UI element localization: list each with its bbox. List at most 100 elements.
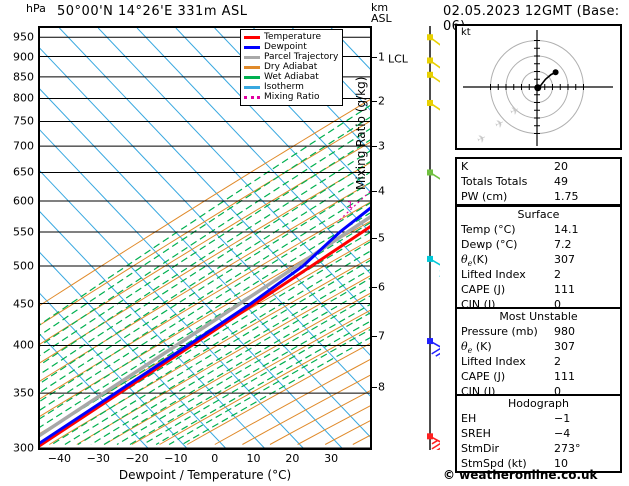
legend-label: Dry Adiabat — [264, 62, 318, 72]
table-row-value: 273° — [554, 442, 581, 455]
altitude-tickmark-2 — [372, 100, 377, 102]
pressure-tick-400: 400 — [13, 338, 34, 352]
altitude-tickmark-7 — [372, 336, 377, 338]
table-row-key: StmSpd (kt) — [461, 457, 527, 470]
table-row-value: 307 — [554, 253, 575, 266]
table-row: SREH −4 — [457, 426, 620, 441]
legend-label: Dewpoint — [264, 42, 307, 52]
pressure-tick-650: 650 — [13, 165, 34, 179]
altitude-tick-2: 2 — [378, 94, 385, 108]
wind-barb-2 — [427, 255, 455, 280]
table-row-value: 20 — [554, 160, 568, 173]
hodograph-plot: ✈ ✈ ✈ kt — [455, 24, 622, 150]
table-row-key: Lifted Index — [461, 355, 526, 368]
altitude-axis: 1 2 3 4 5 6 7 8 LCL — [372, 26, 408, 450]
table-row: θe (K) 307 — [457, 339, 620, 355]
table-row-value: −1 — [554, 412, 571, 425]
altitude-tick-8: 8 — [378, 380, 385, 394]
temperature-tick-0: 0 — [211, 452, 219, 465]
table-row-key: CAPE (J) — [461, 283, 506, 296]
pressure-tick-300: 300 — [13, 441, 34, 455]
wind-barb-1 — [427, 338, 455, 362]
table-row-value: 49 — [554, 175, 568, 188]
legend-swatch-icon — [244, 75, 260, 79]
table-row-key: Lifted Index — [461, 268, 526, 281]
altitude-tick-4: 4 — [378, 184, 385, 198]
altitude-tickmark-5 — [372, 238, 377, 240]
pressure-tick-900: 900 — [13, 50, 34, 64]
legend-swatch-icon — [244, 55, 260, 59]
table-row: Lifted Index 2 — [457, 267, 620, 282]
wind-barb-column — [404, 26, 455, 457]
station-location-label: 50°00'N 14°26'E 331m ASL — [57, 4, 248, 19]
pressure-axis: 300 350 400 450 500 550 600 650 700 750 800 850 900 9… — [0, 26, 36, 455]
skewt-plot: 1 — [38, 26, 372, 450]
altitude-tick-6: 6 — [378, 280, 385, 294]
copyright-label: © weatheronline.co.uk — [443, 468, 598, 482]
stability-indices-table: K 20 Totals Totals 49 PW (cm) 1.75 — [455, 157, 622, 206]
pressure-tick-800: 800 — [13, 91, 34, 105]
pressure-tick-950: 950 — [13, 30, 34, 44]
tbl-mu-title: Most Unstable — [499, 310, 578, 323]
table-row-key: Temp (°C) — [461, 223, 516, 236]
table-row-key: PW (cm) — [461, 190, 508, 203]
skewt-canvas: 1 — [40, 28, 370, 448]
table-row: Totals Totals 49 — [457, 174, 620, 189]
hodograph-stats-table: Hodograph EH −1 SREH −4 StmDir 273° StmSpd (kt)… — [455, 394, 622, 473]
pressure-tick-350: 350 — [13, 386, 34, 400]
legend-row-1: Dewpoint — [244, 42, 338, 52]
pressure-tick-850: 850 — [13, 70, 34, 84]
wind-barb-3 — [427, 169, 455, 195]
pressure-tick-700: 700 — [13, 139, 34, 153]
temperature-tick--40: −40 — [47, 452, 72, 465]
wind-barb-0 — [427, 433, 455, 457]
temperature-tick--20: −20 — [125, 452, 149, 465]
temperature-tick-20: 20 — [285, 452, 300, 465]
table-row-value: 10 — [554, 457, 568, 470]
table-row-value: 111 — [554, 283, 575, 296]
table-row-key: CAPE (J) — [461, 370, 506, 383]
altitude-tickmark-4 — [372, 191, 377, 193]
wind-barb-canvas — [427, 26, 455, 457]
table-row: CAPE (J) 111 — [457, 282, 620, 297]
table-row-value: 980 — [554, 325, 575, 338]
pressure-tick-450: 450 — [13, 297, 34, 311]
legend-label: Wet Adiabat — [264, 72, 319, 82]
altitude-tickmark-6 — [372, 286, 377, 288]
temperature-axis: −40 −30 −20 −10 0 10 20 30 — [38, 452, 372, 468]
table-row-value: −4 — [554, 427, 571, 440]
pressure-tick-550: 550 — [13, 225, 34, 239]
height-unit-line1: km — [371, 1, 389, 14]
table-row: StmDir 273° — [457, 441, 620, 456]
altitude-tickmark-1 — [372, 57, 377, 58]
tbl-hodo-title: Hodograph — [508, 397, 569, 410]
table-row: Temp (°C) 14.1 — [457, 222, 620, 237]
height-unit-line2: ASL — [371, 12, 392, 25]
table-row-key: Pressure (mb) — [461, 325, 538, 338]
hodograph-barb-glyph-2: ✈ — [475, 131, 489, 147]
table-row-value: 2 — [554, 355, 561, 368]
table-row-key: θe(K) — [461, 253, 489, 269]
lcl-marker-label: LCL — [388, 52, 408, 66]
skewt-plot-frame: 1 — [38, 26, 372, 450]
wind-barb-6 — [427, 57, 454, 84]
wind-barb-7 — [427, 34, 454, 61]
legend-swatch-icon — [244, 85, 260, 89]
wind-barb-4 — [427, 99, 455, 126]
wind-barb-5 — [427, 71, 455, 98]
legend-swatch-icon — [244, 95, 260, 99]
table-row: Lifted Index 2 — [457, 354, 620, 369]
table-row-key: SREH — [461, 427, 491, 440]
legend-label: Isotherm — [264, 82, 304, 92]
most-unstable-parcel-table: Most Unstable Pressure (mb) 980 θe (K) 307 Li… — [455, 307, 622, 401]
temperature-tick--30: −30 — [86, 452, 110, 465]
hodograph-unit-label: kt — [461, 27, 471, 38]
table-row-key: Dewp (°C) — [461, 238, 518, 251]
legend-label: Parcel Trajectory — [264, 52, 339, 62]
hodograph-barb-glyph-1: ✈ — [493, 116, 507, 132]
table-row-value: 1.75 — [554, 190, 579, 203]
chart-legend: Temperature Dewpoint Parcel Trajectory Dry … — [240, 29, 344, 106]
table-row-key: StmDir — [461, 442, 500, 455]
table-row-value: 0 — [554, 298, 561, 311]
altitude-tick-5: 5 — [378, 231, 385, 245]
